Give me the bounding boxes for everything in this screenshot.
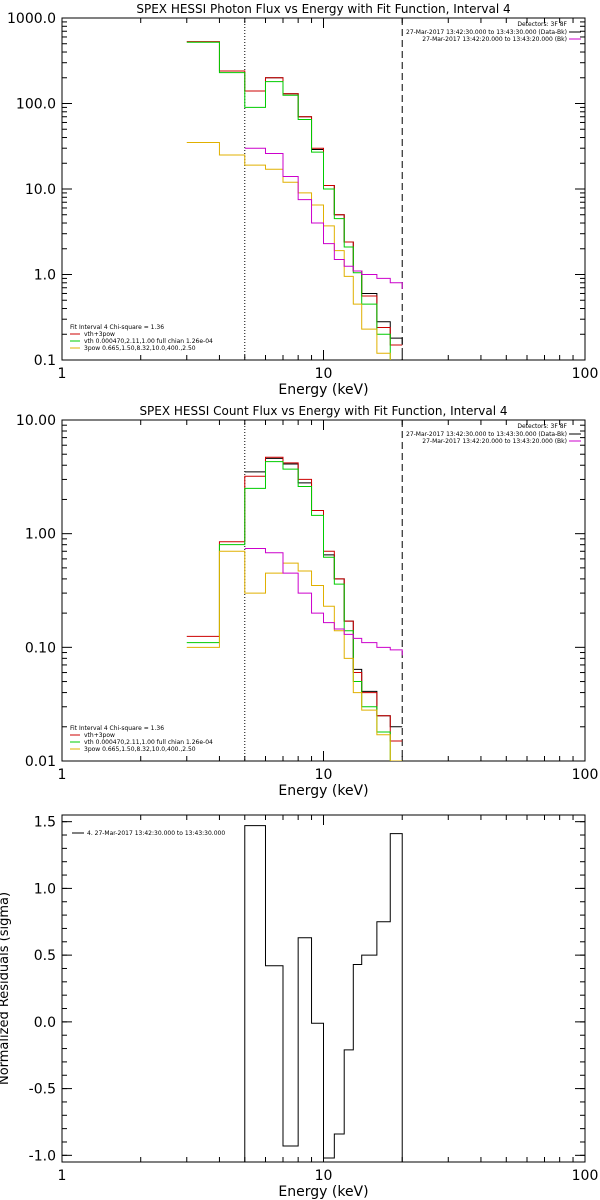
panel-2: SPEX HESSI Count Flux vs Energy with Fit… [16,404,598,799]
legend-top-title: Detectors: 3F 8F [517,21,567,28]
legend-top-title: Detectors: 3F 8F [517,423,567,430]
legend-top-entry: 27-Mar-2017 13:42:20.000 to 13:43:20.000… [422,438,567,445]
y-tick-label: 1.0 [34,881,56,897]
y-tick-label: -1.0 [29,1148,56,1164]
series-group [186,456,403,761]
series-4-step-line [244,548,403,656]
x-tick-label: 100 [572,366,599,382]
y-tick-label: 0.01 [25,754,56,770]
residual-legend-entry: 4. 27-Mar-2017 13:42:30.000 to 13:43:30.… [87,830,225,837]
y-tick-label: 100.0 [16,97,56,113]
y-axis: 0.1 1.0 10.0 100.0 1000.0 [7,11,585,369]
legend-bottom-entry: vth+3pow [84,732,115,739]
legend-bottom-entry: vth+3pow [84,331,115,338]
y-tick-label: -0.5 [29,1082,56,1098]
legend-bottom: Fit Interval 4 Chi-square = 1.36vth+3pow… [70,324,213,352]
series-1-step-line [186,41,403,346]
series-3-step-line [186,141,391,360]
panel-1: SPEX HESSI Photon Flux vs Energy with Fi… [7,2,598,398]
x-axis-label: Energy (keV) [278,382,368,398]
x-tick-label: 1 [58,1168,67,1184]
series-group [186,41,403,360]
y-axis: 0.01 0.10 1.00 10.00 [16,413,585,770]
y-tick-label: 1.0 [34,268,56,284]
x-tick-label: 1 [58,767,67,783]
legend-bottom: Fit Interval 4 Chi-square = 1.36vth+3pow… [70,725,213,753]
x-tick-label: 10 [315,767,333,783]
x-tick-label: 10 [315,1168,333,1184]
x-axis: 1 10 100 [58,18,599,382]
legend-bottom-entry: vth 0.000470,2.11,1.00 full chian 1.26e-… [84,338,213,345]
y-tick-label: 0.0 [34,1015,56,1031]
series-2-step-line [186,461,403,761]
x-axis: 1 10 100 [58,815,599,1184]
chart-title: SPEX HESSI Photon Flux vs Energy with Fi… [136,2,510,16]
residual-legend: 4. 27-Mar-2017 13:42:30.000 to 13:43:30.… [72,830,225,837]
legend-bottom-entry: vth 0.000470,2.11,1.00 full chian 1.26e-… [84,739,213,746]
y-axis-label: Normalized Residuals (sigma) [0,892,12,1085]
y-axis: -1.0 -0.5 0.0 0.5 1.0 1.5 [29,815,585,1164]
chart-title: SPEX HESSI Count Flux vs Energy with Fit… [139,404,507,418]
x-tick-label: 100 [572,767,599,783]
panel-3: 1 10 100 Energy (keV) -1.0 -0.5 0.0 0.5 1.0 1.5 No… [0,814,599,1200]
legend-top-entry: 27-Mar-2017 13:42:20.000 to 13:43:20.000… [422,36,567,43]
legend-bottom-entry: 3pow 0.665,1.50,8.32,10.0,400.,2.50 [84,345,196,352]
y-tick-label: 10.00 [16,413,56,429]
x-tick-label: 1 [58,366,67,382]
y-tick-label: 10.0 [25,182,56,198]
y-tick-label: 0.5 [34,948,56,964]
legend-bottom-entry: 3pow 0.665,1.50,8.32,10.0,400.,2.50 [84,746,196,753]
series-0-step-line [244,825,403,1162]
y-tick-label: 1000.0 [7,11,56,27]
y-tick-label: 1.5 [34,815,56,831]
legend-bottom-title: Fit Interval 4 Chi-square = 1.36 [70,324,164,331]
x-tick-label: 10 [315,366,333,382]
y-tick-label: 0.1 [34,353,56,369]
legend-bottom-title: Fit Interval 4 Chi-square = 1.36 [70,725,164,732]
series-3-step-line [186,550,403,761]
y-tick-label: 0.10 [25,640,56,656]
y-tick-label: 1.00 [25,527,56,543]
series-group [244,825,403,1162]
x-axis-label: Energy (keV) [278,783,368,799]
legend-top-entry: 27-Mar-2017 13:42:30.000 to 13:43:30.000… [406,29,567,36]
x-axis: 1 10 100 [58,420,599,783]
legend-top-entry: 27-Mar-2017 13:42:30.000 to 13:43:30.000… [406,431,567,438]
series-4-step-line [244,147,403,289]
x-axis-label: Energy (keV) [278,1184,368,1200]
x-tick-label: 100 [572,1168,599,1184]
series-2-step-line [186,41,391,360]
